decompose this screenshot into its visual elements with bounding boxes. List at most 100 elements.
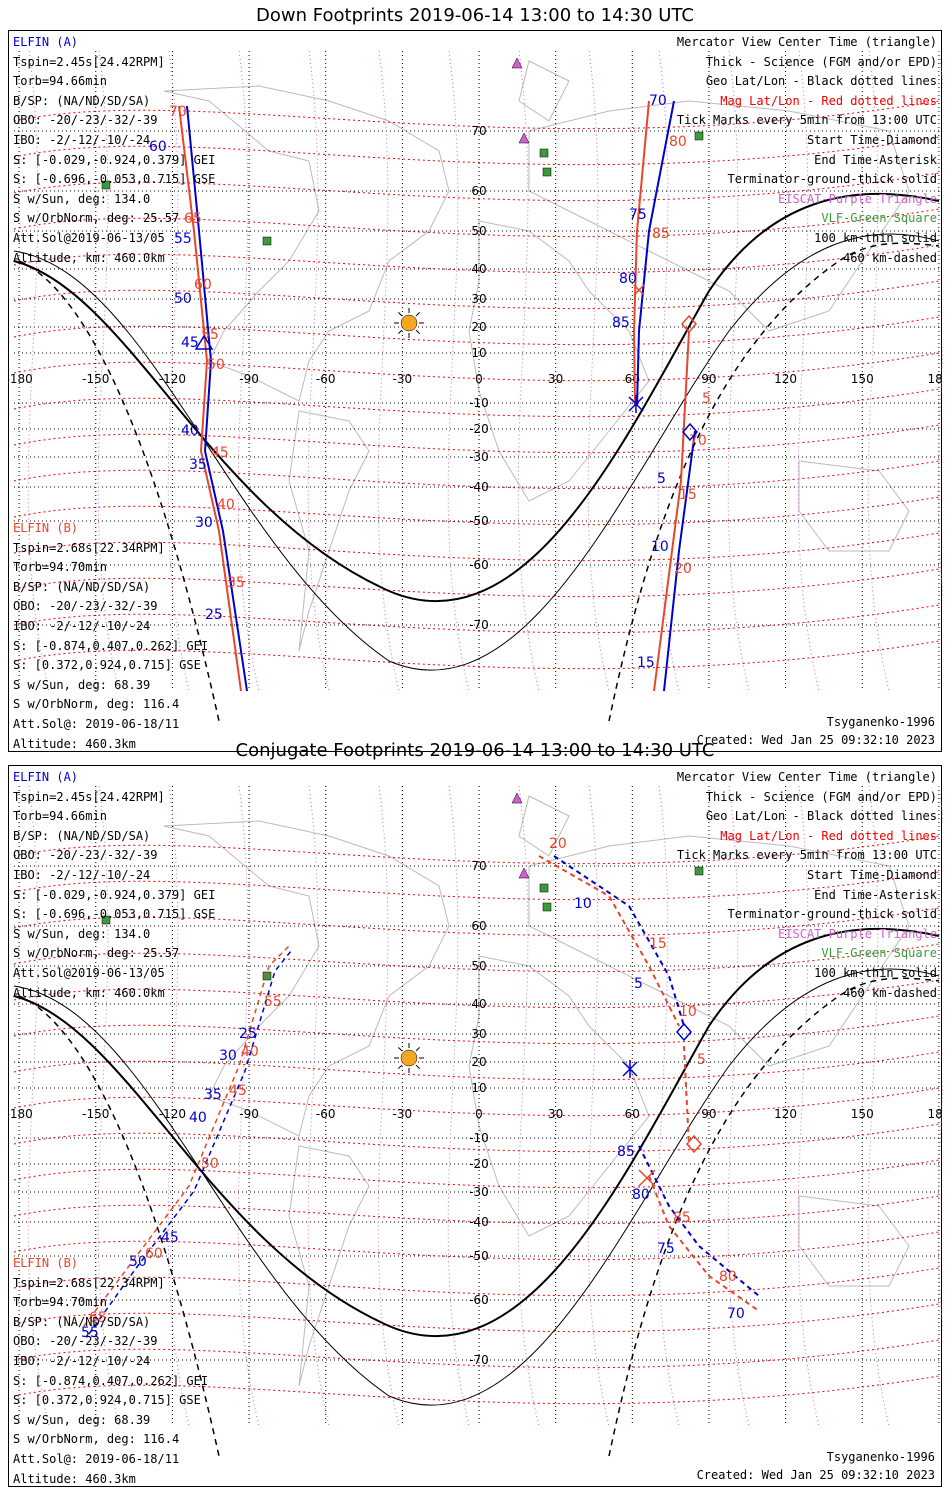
map-canvas-conjugate: -180-150-120-90-60-300306090120150180706… [9, 785, 943, 1457]
mag-meridian-line [27, 50, 50, 692]
lon-tick-label: -150 [82, 372, 109, 386]
track-time-label: 5 [634, 976, 643, 992]
track-time-label: 15 [637, 655, 655, 671]
mag-meridians [27, 50, 943, 692]
elfin-a-line: Altitude, km: 460.0km [13, 985, 165, 1000]
lon-tick-label: -90 [239, 372, 259, 386]
legend-item: Tick Marks every 5min from 13:00 UTC [676, 848, 937, 863]
lon-tick-label: 60 [625, 372, 640, 386]
lat-tick-label: -10 [469, 1131, 489, 1145]
elfin-a-line: Torb=94.66min [13, 74, 107, 89]
continent-outlines [163, 795, 910, 1387]
mag-grid-line [13, 1267, 940, 1297]
elfin-a-line: S w/OrbNorm, deg: 25.57 [13, 211, 180, 226]
track-time-label: 60 [194, 277, 212, 293]
track-time-label: 45 [229, 1083, 247, 1099]
vlf-square [539, 883, 549, 893]
sun-ray [398, 312, 403, 317]
continent-path [798, 460, 910, 552]
track-time-label: 70 [689, 433, 707, 449]
mag-grid-line [13, 100, 940, 130]
legend-item: Start Time-Diamond [806, 132, 937, 147]
elfin-a-line: B/SP: (NA/ND/SD/SA) [13, 93, 151, 108]
legend-item: 460 km-dashed [843, 985, 937, 1000]
elfin-b-info-conjugate: ELFIN (B) Tspin=2.68s[22.34RPM] Torb=94.… [13, 1254, 208, 1489]
lon-tick-label: 150 [851, 1107, 874, 1121]
mag-grid-line [13, 496, 940, 526]
elfin-a-track-left [88, 950, 292, 1335]
vlf-square [262, 236, 272, 246]
mag-meridian-line [97, 785, 120, 1427]
track-time-label: 80 [669, 134, 687, 150]
elfin-a-line: S w/Sun, deg: 134.0 [13, 926, 151, 941]
lon-tick-label: -180 [9, 372, 33, 386]
elfin-b-line: Att.Sol@: 2019-06-18/11 [13, 716, 180, 731]
vlf-square [542, 167, 552, 177]
map-panel-down: -180-150-120-90-60-300306090120150180706… [8, 30, 943, 752]
end-asterisk-b [638, 1169, 656, 1187]
track-time-label: 10 [651, 539, 669, 555]
eiscat-triangle [518, 132, 530, 144]
mag-meridian-line [727, 785, 750, 1427]
station-markers [101, 792, 704, 981]
sun-ray [415, 1064, 420, 1069]
elfin-a-line: IBO: -2/-12/-10/-24 [13, 867, 151, 882]
elfin-a-track-right [553, 855, 685, 1027]
mag-meridian-line [727, 50, 750, 692]
elfin-b-line: Tspin=2.68s[22.34RPM] [13, 1275, 165, 1290]
elfin-b-line: IBO: -2/-12/-10/-24 [13, 618, 151, 633]
eiscat-triangle [511, 57, 523, 69]
track-time-label: 85 [673, 1210, 691, 1226]
mag-meridian-line [237, 50, 260, 692]
lat-tick-label: 20 [471, 1055, 486, 1069]
terminator-100km [13, 233, 940, 671]
mag-grid-line [13, 1375, 940, 1405]
elfin-a-track-south [638, 1145, 760, 1297]
continent-path [518, 60, 570, 122]
lon-tick-label: 120 [774, 1107, 797, 1121]
mag-grid-line [13, 1051, 940, 1081]
mag-grid-line [13, 1123, 940, 1153]
track-time-label: 10 [574, 896, 592, 912]
continent-path [163, 820, 450, 1137]
track-time-label: 15 [679, 487, 697, 503]
elfin-b-line: S w/OrbNorm, deg: 116.4 [13, 697, 180, 712]
mag-meridian-line [587, 785, 610, 1427]
elfin-b-line: OBO: -20/-23/-32/-39 [13, 599, 158, 614]
track-time-label: 50 [129, 1254, 147, 1270]
mag-meridians [27, 785, 943, 1427]
legend-item: End Time-Asterisk [814, 887, 937, 902]
track-time-label: 50 [201, 1156, 219, 1172]
legend-item: Tick Marks every 5min from 13:00 UTC [676, 113, 937, 128]
elfin-a-line: Torb=94.66min [13, 809, 107, 824]
panel-title-conjugate: Conjugate Footprints 2019-06-14 13:00 to… [235, 740, 715, 761]
track-time-label: 55 [174, 231, 192, 247]
elfin-a-label: ELFIN (A) [13, 35, 79, 49]
track-time-label: 25 [239, 1026, 257, 1042]
elfin-b-line: S: [0.372,0.924,0.715] GSE [13, 1393, 201, 1408]
lon-tick-label: 30 [548, 1107, 563, 1121]
legend-item: VLF-Green Square [821, 211, 937, 226]
lat-tick-label: 70 [471, 859, 486, 873]
mag-grid-line [13, 943, 940, 973]
mag-grid-line [13, 907, 940, 937]
track-time-label: 10 [679, 1004, 697, 1020]
lat-tick-label: -60 [469, 1293, 489, 1307]
mag-grid-line [13, 1087, 940, 1117]
mag-meridian-line [97, 50, 120, 692]
start-diamond-b [686, 1134, 702, 1154]
lon-tick-label: 30 [548, 372, 563, 386]
track-time-label: 40 [189, 1110, 207, 1126]
track-time-label: 50 [207, 357, 225, 373]
sun-ray [398, 1047, 403, 1052]
lat-tick-label: 10 [471, 346, 486, 360]
mag-grid-line [13, 172, 940, 202]
mag-grid-line [13, 640, 940, 670]
map-canvas-down: -180-150-120-90-60-300306090120150180706… [9, 50, 943, 722]
elfin-tracks: 7060655560505545504045354030352570807585… [149, 93, 711, 692]
elfin-b-line: Tspin=2.68s[22.34RPM] [13, 540, 165, 555]
mag-grid-line [13, 460, 940, 490]
sun-icon [394, 308, 424, 338]
track-time-label: 35 [189, 457, 207, 473]
sun-ray [415, 312, 420, 317]
